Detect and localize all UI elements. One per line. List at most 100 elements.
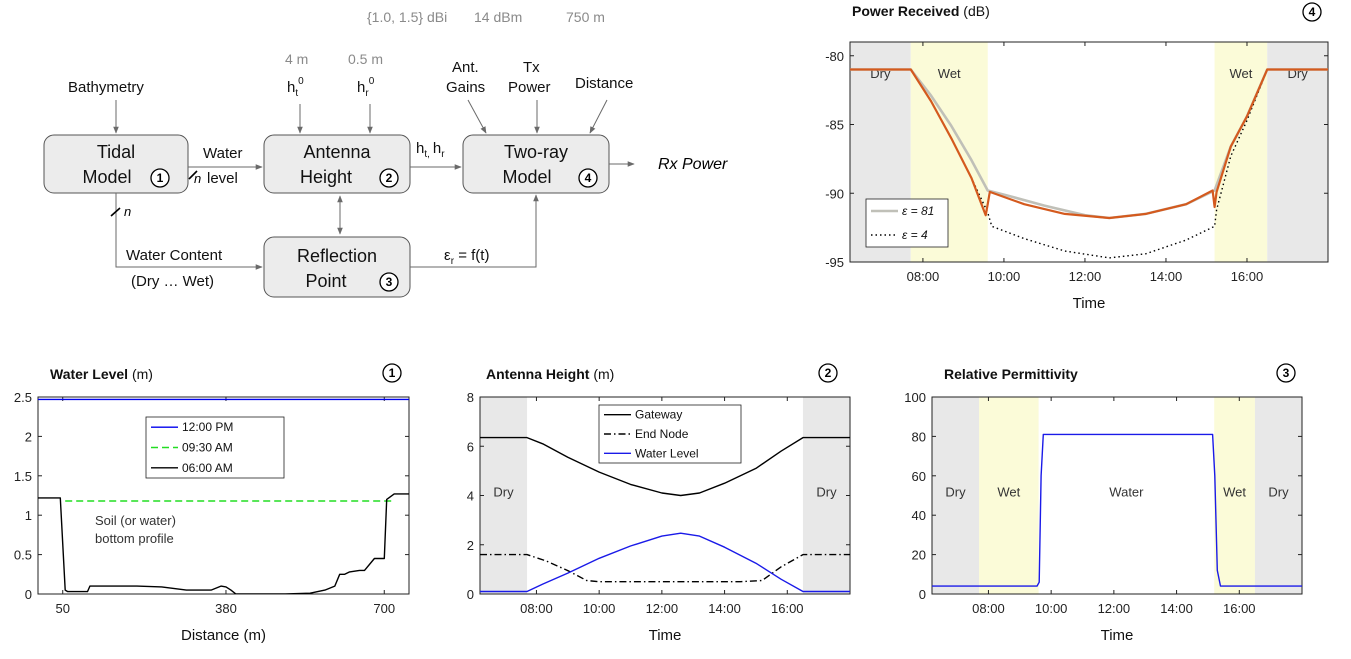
arrow-gains (467, 99, 487, 134)
power-series-2 (850, 68, 1328, 220)
perm-number-badge (1276, 363, 1296, 383)
antenna-xtick-label-0: 08:00 (520, 601, 553, 616)
antenna-xtick-label-4: 16:00 (771, 601, 804, 616)
power-region-label-1: Wet (938, 66, 961, 81)
antenna-height-number-badge (379, 168, 399, 188)
antenna-height-line1: Antenna (303, 142, 371, 162)
water-ytick-label-0: 0 (25, 587, 32, 602)
power-xtick-label-1: 10:00 (988, 269, 1021, 284)
gain-param: {1.0, 1.5} dBi (367, 9, 447, 25)
power-legend-label-1: ε = 4 (902, 228, 928, 242)
antenna-height-number: 2 (386, 171, 393, 185)
ant-gains-label-1: Ant. (452, 59, 479, 76)
water-number-badge (382, 363, 402, 383)
antenna-ytick-label-2: 4 (467, 489, 474, 504)
antenna-region-label-0: Dry (493, 485, 514, 500)
reflection-point-number-badge (379, 272, 399, 292)
antenna-ytick-label-0: 0 (467, 587, 474, 602)
power-number-badge (1302, 2, 1322, 22)
perm-xtick-label-3: 14:00 (1160, 601, 1193, 616)
perm-region-dry-4 (1254, 397, 1302, 594)
ht0-label: ht0 (287, 76, 304, 99)
antenna-region-dry-1 (802, 397, 850, 594)
bus-slash-1 (188, 170, 198, 180)
power-series-1 (850, 68, 1328, 259)
perm-xtick-label-2: 12:00 (1098, 601, 1131, 616)
water-title-bold: Water Level (50, 366, 128, 382)
bus-n-2: n (124, 204, 131, 219)
perm-region-label-4: Dry (1268, 485, 1289, 500)
power-legend-label-0: ε = 81 (902, 204, 934, 218)
two-ray-model-line2: Model (502, 167, 551, 187)
water-legend-label-1: 09:30 AM (182, 441, 233, 455)
two-ray-model-number-badge (578, 168, 598, 188)
perm-region-dry-0 (932, 397, 980, 594)
perm-title: Relative Permittivity (944, 366, 1078, 382)
perm-xtick-label-1: 10:00 (1035, 601, 1068, 616)
perm-number: 3 (1283, 366, 1290, 380)
water-level-label-2: level (207, 170, 238, 187)
perm-ytick-label-5: 100 (904, 390, 926, 405)
two-ray-model-line1: Two-ray (504, 142, 568, 162)
distance-param: 750 m (566, 9, 605, 25)
antenna-ytick-label-1: 2 (467, 538, 474, 553)
perm-axes-frame (931, 396, 1303, 595)
ant-gains-label-2: Gains (446, 79, 485, 96)
water-annotation-2: bottom profile (95, 531, 174, 546)
hr0-label: hr0 (357, 76, 375, 99)
water-ytick-label-4: 2 (25, 429, 32, 444)
rx-power-output: Rx Power (658, 156, 728, 173)
water-title: Water Level (m) (50, 366, 153, 382)
water-ytick-label-2: 1 (25, 508, 32, 523)
tidal-model-number-badge (150, 168, 170, 188)
edge-epsilon (410, 194, 539, 268)
tx-power-label-1: Tx (523, 59, 540, 76)
antenna-legend-label-0: Gateway (635, 408, 682, 422)
water-ytick-label-3: 1.5 (14, 469, 32, 484)
water-xlabel: Distance (m) (181, 627, 266, 644)
power-title: Power Received (dB) (852, 3, 990, 19)
antenna-region-label-1: Dry (816, 485, 837, 500)
water-content-label-1: Water Content (126, 247, 223, 264)
power-title-unit: (dB) (959, 3, 989, 19)
antenna-xtick-label-1: 10:00 (583, 601, 616, 616)
water-xtick-label-2: 700 (373, 601, 395, 616)
antenna-xlabel: Time (649, 627, 682, 644)
perm-xtick-label-0: 08:00 (972, 601, 1005, 616)
water-ytick-label-1: 0.5 (14, 548, 32, 563)
water-annotation-1: Soil (or water) (95, 513, 176, 528)
block-diagram: {1.0, 1.5} dBi 14 dBm 750 m 4 m 0.5 m Ba… (43, 9, 728, 298)
tx-power-label-2: Power (508, 79, 551, 96)
antenna-legend-label-2: Water Level (635, 446, 699, 460)
bathymetry-label: Bathymetry (68, 79, 144, 96)
reflection-point-line1: Reflection (297, 246, 377, 266)
perm-xtick-label-4: 16:00 (1223, 601, 1256, 616)
antenna-xtick-label-2: 12:00 (646, 601, 679, 616)
power-region-wet-2 (1214, 42, 1268, 262)
tidal-model-block: Tidal Model 1 (43, 134, 189, 194)
perm-region-label-3: Wet (1223, 485, 1246, 500)
power-ytick-label-1: -85 (825, 118, 844, 133)
perm-xlabel: Time (1101, 627, 1134, 644)
perm-ytick-label-1: 20 (912, 548, 926, 563)
antenna-series-0 (480, 436, 850, 497)
water-legend-label-0: 12:00 PM (182, 420, 233, 434)
power-title-bold: Power Received (852, 3, 959, 19)
water-series-2 (38, 493, 409, 594)
two-ray-model-number: 4 (585, 171, 592, 185)
perm-region-label-0: Dry (945, 485, 966, 500)
perm-ytick-label-0: 0 (919, 587, 926, 602)
antenna-height-block: Antenna Height 2 (263, 134, 411, 194)
power-number: 4 (1309, 5, 1316, 19)
power-region-dry-3 (1267, 42, 1328, 262)
reflection-point-block: Reflection Point 3 (263, 236, 411, 298)
perm-series-0 (932, 433, 1302, 587)
antenna-xtick-label-3: 14:00 (708, 601, 741, 616)
antenna-title-unit: (m) (589, 366, 614, 382)
antenna-number: 2 (825, 366, 832, 380)
tidal-model-line2: Model (82, 167, 131, 187)
perm-region-label-2: Water (1109, 485, 1144, 500)
power-region-label-2: Wet (1229, 66, 1252, 81)
